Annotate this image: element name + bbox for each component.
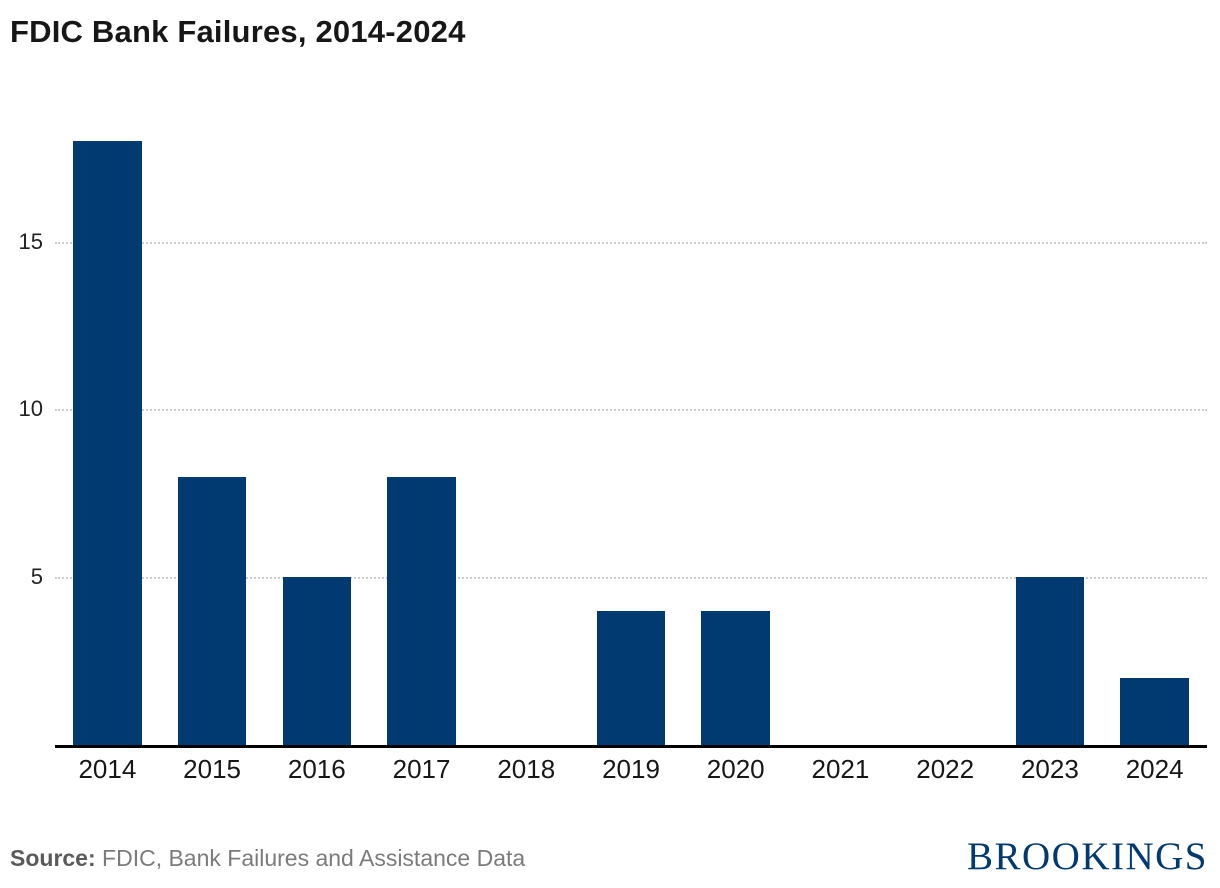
- chart-title: FDIC Bank Failures, 2014-2024: [10, 14, 466, 49]
- source-note: Source: FDIC, Bank Failures and Assistan…: [10, 845, 525, 872]
- x-tick-label: 2017: [392, 754, 451, 784]
- bar-2016: [282, 577, 352, 745]
- x-tick-label: 2022: [916, 754, 975, 784]
- gridline-15: [55, 241, 1207, 244]
- x-tick-label: 2016: [287, 754, 346, 784]
- source-label: Source:: [10, 845, 96, 871]
- brookings-logo: BROOKINGS: [966, 835, 1208, 878]
- bar-2019: [596, 610, 666, 745]
- x-axis-labels: 2014 2015 2016 2017 2018 2019 2020 2021 2022 2023…: [55, 754, 1207, 794]
- x-tick-label: 2019: [602, 754, 660, 784]
- bar-2024: [1120, 677, 1189, 745]
- source-text: FDIC, Bank Failures and Assistance Data: [95, 845, 526, 871]
- x-tick-label: 2020: [706, 754, 765, 784]
- y-tick-label: 5: [30, 564, 43, 590]
- x-tick-label: 2021: [811, 754, 870, 784]
- bar-2020: [701, 610, 771, 745]
- x-tick-label: 2024: [1125, 754, 1184, 784]
- x-tick-label: 2023: [1020, 754, 1079, 784]
- bar-2015: [177, 476, 247, 745]
- x-tick-label: 2018: [497, 754, 556, 784]
- x-tick-label: 2015: [183, 754, 241, 784]
- y-tick-label: 10: [18, 396, 43, 422]
- y-tick-label: 15: [18, 228, 43, 254]
- plot-area: 5 10 15: [19, 141, 1207, 748]
- x-tick-label: 2014: [78, 754, 137, 784]
- gridline-5: [55, 577, 1207, 580]
- gridline-10: [55, 409, 1207, 412]
- bar-2023: [1015, 577, 1085, 745]
- bar-2017: [387, 476, 456, 745]
- bar-2014: [73, 141, 142, 745]
